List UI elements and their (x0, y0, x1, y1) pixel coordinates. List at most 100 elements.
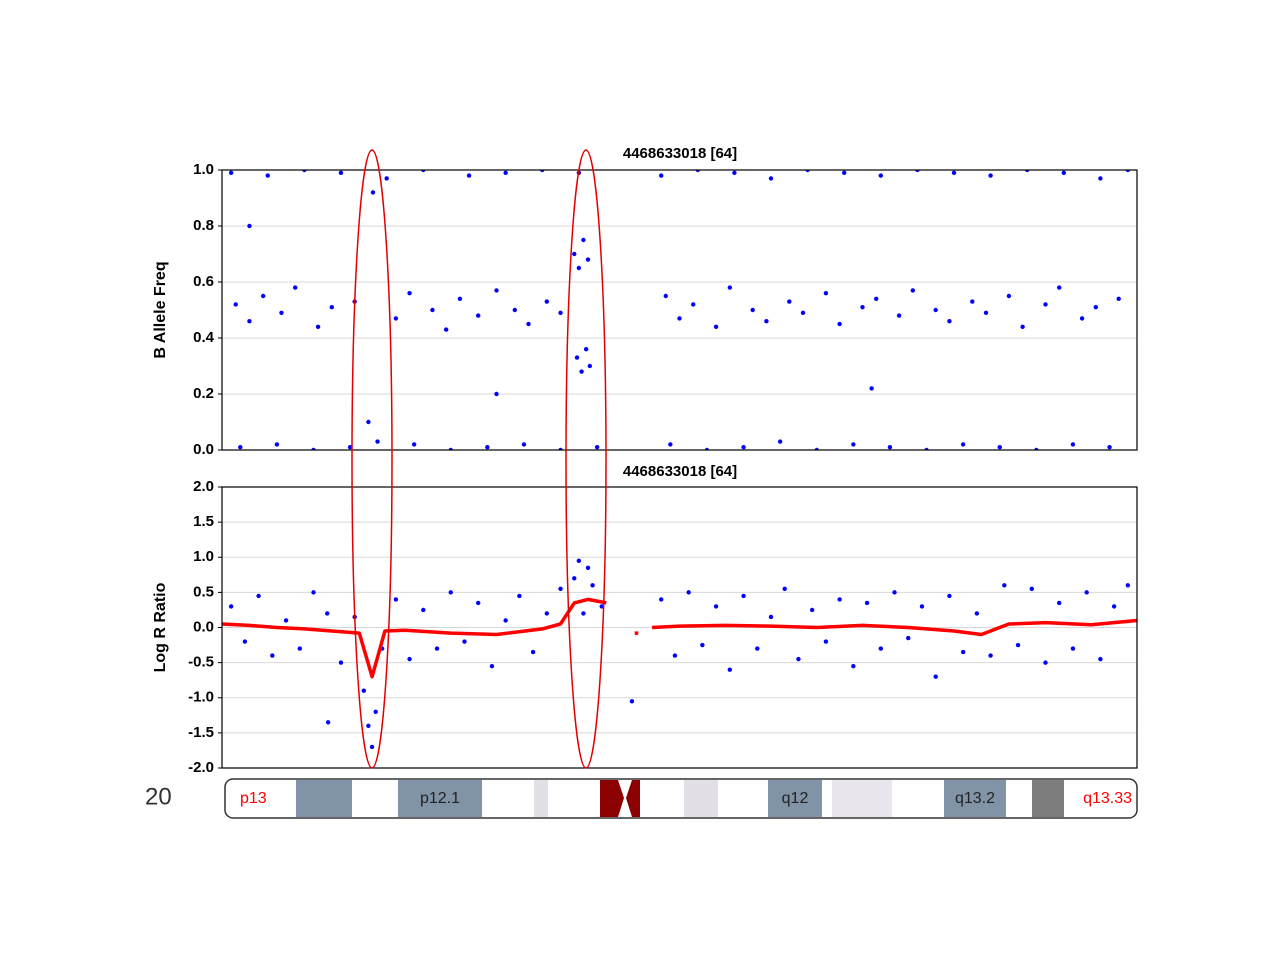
band-block (534, 780, 548, 817)
highlight-ellipse (565, 149, 607, 769)
data-point (583, 347, 589, 352)
data-point (466, 173, 472, 178)
y-tick-label: 0.0 (193, 441, 214, 458)
data-point (1029, 586, 1034, 592)
y-tick-label: 0.6 (193, 273, 214, 290)
data-point (860, 305, 865, 310)
data-point (1107, 445, 1112, 450)
data-point (1079, 316, 1085, 321)
data-point (576, 265, 582, 271)
ideogram: 20 p13 p12.1 q12 q13.2 q13.33 (145, 778, 1138, 819)
band-block (832, 780, 892, 817)
data-point (228, 604, 234, 609)
data-point (366, 419, 371, 425)
data-point (576, 558, 582, 563)
data-point (906, 635, 911, 641)
data-point (517, 593, 522, 599)
data-point (741, 445, 746, 450)
data-point (851, 663, 856, 669)
data-point (960, 649, 966, 655)
data-point (485, 445, 490, 450)
data-point (997, 445, 1002, 450)
data-point (260, 293, 266, 299)
smoothed-line (222, 597, 1137, 679)
data-point (544, 299, 550, 304)
band-label: q12 (782, 790, 809, 807)
data-point (755, 646, 760, 651)
data-point (329, 305, 334, 310)
data-point (919, 604, 925, 609)
band-label: q13.2 (955, 790, 995, 807)
data-point (407, 656, 412, 662)
data-point (238, 445, 243, 450)
data-point (672, 653, 678, 658)
data-point (503, 618, 508, 623)
y-tick-label: 0.5 (193, 583, 214, 600)
data-point (691, 302, 696, 307)
data-point (338, 660, 344, 665)
data-point (869, 386, 874, 391)
data-point (366, 723, 371, 729)
data-point (777, 439, 783, 444)
chromosome-label: 20 (145, 783, 172, 810)
data-point (297, 646, 302, 651)
data-point (325, 720, 331, 725)
data-point (247, 319, 252, 324)
data-point (233, 302, 238, 307)
data-point (892, 590, 897, 595)
data-point (594, 445, 600, 450)
data-point (1043, 302, 1048, 307)
data-point (599, 604, 604, 609)
band-label: q13.33 (1083, 790, 1132, 807)
data-point (1070, 646, 1076, 651)
data-point (741, 593, 746, 599)
data-point (1057, 285, 1062, 290)
data-layer (222, 558, 1137, 750)
data-point (727, 667, 733, 672)
data-point (434, 646, 440, 651)
data-point (988, 173, 993, 178)
data-point (393, 316, 399, 321)
data-point (581, 237, 586, 243)
data-point (448, 590, 453, 595)
data-point (421, 607, 426, 613)
data-point (581, 611, 586, 616)
data-point (1057, 600, 1062, 606)
data-point (947, 593, 952, 599)
y-tick-label: 1.0 (193, 161, 214, 178)
data-point (572, 576, 577, 581)
data-point (247, 223, 252, 229)
data-point (960, 442, 966, 447)
data-point (983, 310, 989, 315)
y-tick-label: -0.5 (188, 654, 214, 671)
data-point (369, 744, 375, 750)
band-block (768, 780, 822, 817)
data-point (1020, 324, 1025, 329)
data-point (1125, 583, 1131, 588)
data-point (629, 699, 635, 704)
data-point (732, 170, 737, 175)
data-point (574, 355, 580, 360)
y-axis-label: B Allele Freq (152, 261, 169, 358)
data-point (947, 319, 952, 324)
data-point (823, 639, 829, 644)
data-layer (228, 170, 1131, 450)
data-point (864, 600, 870, 606)
data-point (659, 597, 664, 602)
y-tick-label: -2.0 (188, 759, 214, 776)
data-point (874, 296, 879, 301)
data-point (800, 310, 806, 315)
data-point (951, 170, 957, 175)
data-point (585, 565, 591, 570)
data-point (590, 583, 595, 588)
data-point (768, 614, 774, 620)
data-point (837, 321, 842, 327)
data-point (228, 170, 234, 175)
data-point (585, 257, 591, 262)
data-point (910, 288, 916, 293)
band-label: p13 (240, 790, 267, 807)
data-point (974, 611, 980, 616)
data-point (750, 307, 755, 313)
data-point (384, 176, 389, 181)
data-point (476, 313, 481, 318)
